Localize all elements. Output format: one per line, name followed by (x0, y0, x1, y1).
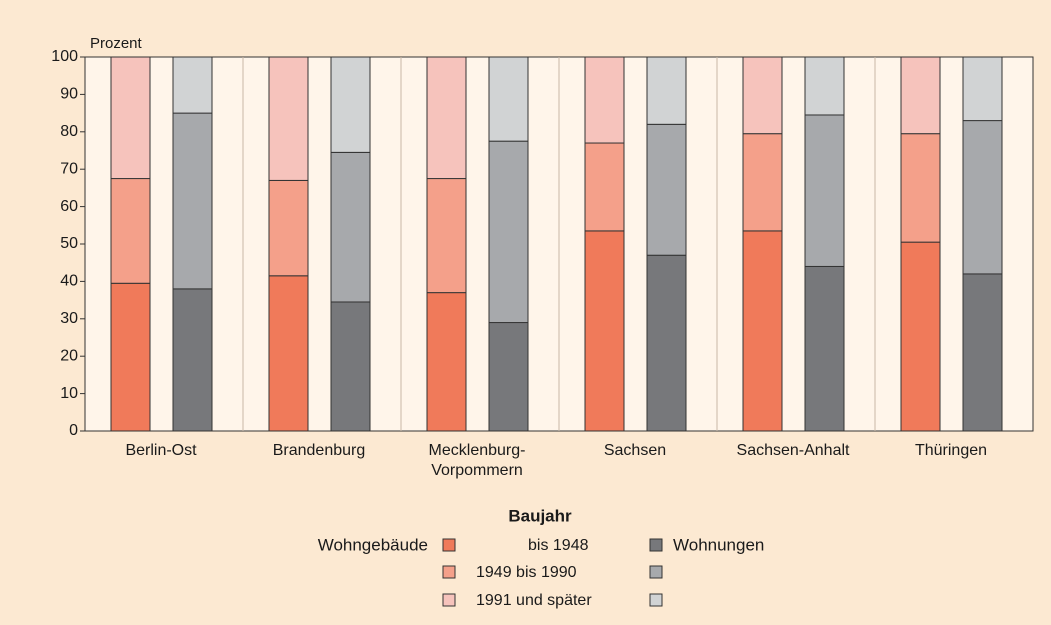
legend-group-label: Wohnungen (673, 535, 764, 554)
y-tick-label: 30 (60, 310, 78, 327)
y-tick-label: 70 (60, 160, 78, 177)
bar-segment (742, 56, 783, 135)
x-tick-label: Sachsen (604, 442, 666, 459)
bar-segment (330, 301, 371, 432)
bar-segment (962, 56, 1003, 122)
legend-swatch (442, 593, 456, 607)
legend-title: Baujahr (508, 506, 572, 525)
bar-segment (804, 265, 845, 432)
bar-segment (268, 56, 309, 181)
bar-segment (488, 140, 529, 324)
y-tick-label: 20 (60, 347, 78, 364)
y-tick-label: 10 (60, 385, 78, 402)
bar-segment (110, 56, 151, 180)
x-tick-label: Berlin-Ost (125, 442, 197, 459)
bar-segment (330, 56, 371, 153)
bar-segment (268, 179, 309, 277)
bar-segment (804, 56, 845, 116)
legend-swatch (649, 565, 663, 579)
legend-label: bis 1948 (528, 537, 589, 554)
bar-segment (110, 282, 151, 432)
y-tick-label: 0 (69, 422, 78, 439)
bar-segment (804, 114, 845, 267)
x-tick-label: Thüringen (915, 442, 987, 459)
bar-segment (900, 133, 941, 243)
bar-segment (962, 120, 1003, 275)
legend-label: 1991 und später (476, 592, 592, 609)
bar-segment (900, 241, 941, 432)
bar-segment (584, 230, 625, 432)
bar-segment (268, 275, 309, 432)
y-tick-label: 60 (60, 198, 78, 215)
bar-segment (584, 56, 625, 144)
bar-segment (426, 178, 467, 294)
legend-swatch (649, 593, 663, 607)
bar-segment (426, 292, 467, 432)
y-tick-label: 50 (60, 235, 78, 252)
y-axis-label: Prozent (90, 35, 143, 52)
y-tick-label: 80 (60, 123, 78, 140)
legend-swatch (442, 538, 456, 552)
y-tick-label: 90 (60, 86, 78, 103)
bar-segment (110, 178, 151, 284)
x-tick-label: Brandenburg (273, 442, 366, 459)
bar-segment (646, 123, 687, 256)
bar-segment (488, 56, 529, 142)
bar-segment (488, 322, 529, 432)
bar-segment (646, 254, 687, 432)
legend-group-label: Wohngebäude (318, 535, 428, 554)
bar-segment (742, 230, 783, 432)
bar-segment (172, 56, 213, 114)
x-tick-label: Sachsen-Anhalt (737, 442, 851, 459)
bar-segment (742, 133, 783, 232)
x-tick-label: Mecklenburg-Vorpommern (429, 442, 526, 479)
legend-label: 1949 bis 1990 (476, 564, 577, 581)
bar-segment (900, 56, 941, 135)
bar-segment (172, 112, 213, 290)
bar-segment (584, 142, 625, 232)
y-tick-label: 100 (51, 48, 78, 65)
y-tick-label: 40 (60, 273, 78, 290)
bar-segment (330, 151, 371, 303)
bar-segment (646, 56, 687, 125)
bar-segment (426, 56, 467, 180)
bar-segment (172, 288, 213, 432)
legend-swatch (442, 565, 456, 579)
legend-swatch (649, 538, 663, 552)
bar-segment (962, 273, 1003, 432)
